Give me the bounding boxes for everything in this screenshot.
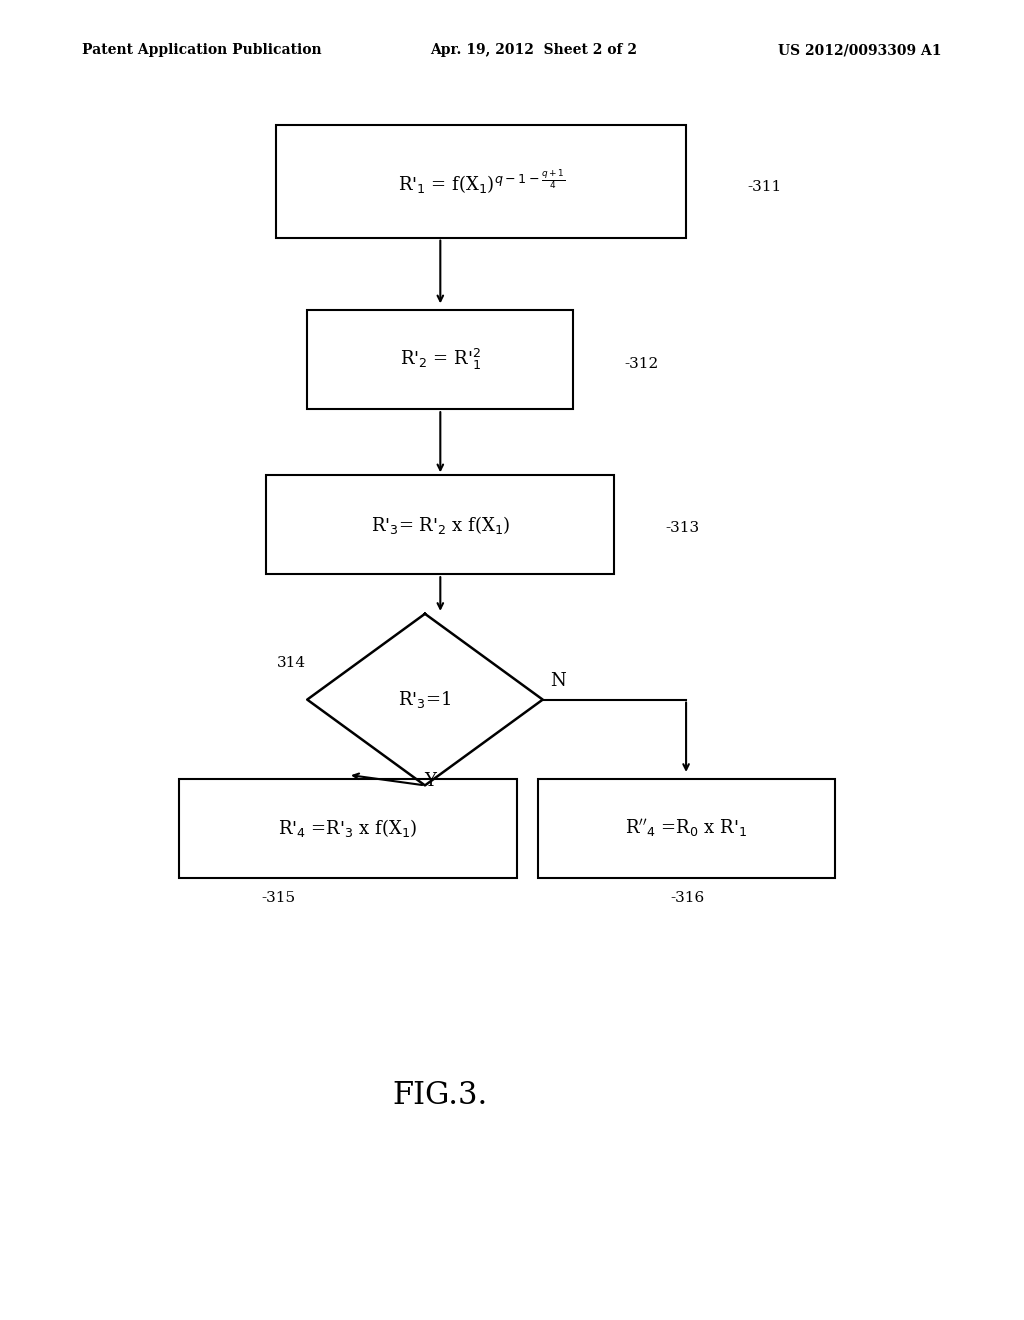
Text: 314: 314: [276, 656, 305, 669]
Text: -315: -315: [261, 891, 295, 904]
FancyBboxPatch shape: [179, 779, 517, 878]
Text: R$''_4$ =R$_0$ x R$'_1$: R$''_4$ =R$_0$ x R$'_1$: [625, 817, 748, 840]
Text: -311: -311: [748, 181, 781, 194]
Text: R$'_2$ = R$'^2_1$: R$'_2$ = R$'^2_1$: [399, 347, 481, 372]
Text: -313: -313: [666, 521, 699, 535]
Text: -316: -316: [671, 891, 705, 904]
FancyBboxPatch shape: [538, 779, 835, 878]
Text: R$'_1$ = f(X$_1$)$^{q-1-\frac{q+1}{4}}$: R$'_1$ = f(X$_1$)$^{q-1-\frac{q+1}{4}}$: [397, 168, 565, 195]
Text: -312: -312: [625, 358, 658, 371]
FancyBboxPatch shape: [266, 475, 614, 574]
Text: Apr. 19, 2012  Sheet 2 of 2: Apr. 19, 2012 Sheet 2 of 2: [430, 44, 637, 57]
Text: R$'_3$= R$'_2$ x f(X$_1$): R$'_3$= R$'_2$ x f(X$_1$): [371, 513, 510, 536]
Text: Patent Application Publication: Patent Application Publication: [82, 44, 322, 57]
Text: N: N: [550, 672, 566, 690]
Text: Y: Y: [424, 772, 436, 791]
Text: FIG.3.: FIG.3.: [392, 1080, 488, 1111]
FancyBboxPatch shape: [276, 125, 686, 238]
Text: R$'_3$=1: R$'_3$=1: [398, 689, 452, 710]
FancyBboxPatch shape: [307, 310, 573, 409]
Text: US 2012/0093309 A1: US 2012/0093309 A1: [778, 44, 942, 57]
Text: R$'_4$ =R$'_3$ x f(X$_1$): R$'_4$ =R$'_3$ x f(X$_1$): [279, 817, 418, 840]
Polygon shape: [307, 614, 543, 785]
